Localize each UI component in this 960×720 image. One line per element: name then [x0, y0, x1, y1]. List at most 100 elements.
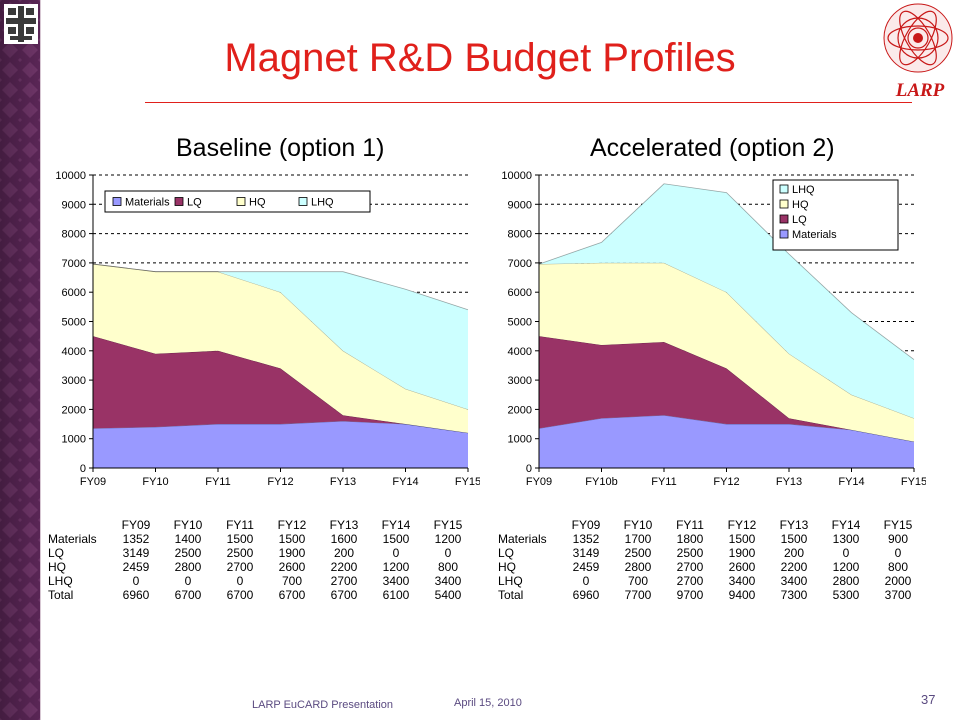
table-cell: 2500 [174, 546, 202, 560]
accelerated-budget-table: FY09 FY10 FY11 FY12 FY13 FY14 FY15 Materials 13… [498, 518, 924, 602]
table-row-label: LHQ [498, 574, 523, 588]
table-row-label: HQ [48, 560, 66, 574]
y-tick-label: 2000 [62, 404, 86, 416]
x-tick-label: FY14 [392, 476, 418, 488]
x-tick-label: FY10 [142, 476, 168, 488]
title-underline [145, 102, 912, 103]
y-tick-label: 1000 [508, 434, 532, 446]
x-tick-label: FY15 [901, 476, 926, 488]
y-tick-label: 3000 [62, 375, 86, 387]
table-cell: 1500 [278, 532, 306, 546]
table-cell: 0 [184, 574, 192, 588]
y-tick-label: 4000 [62, 346, 86, 358]
table-row: LQ 3149 2500 2500 1900 200 0 0 [498, 546, 924, 560]
table-cell: 6700 [330, 588, 358, 602]
table-cell: 2800 [624, 560, 652, 574]
legend-label-hq: HQ [792, 199, 809, 211]
table-cell: 9700 [676, 588, 704, 602]
table-cell: 3149 [122, 546, 150, 560]
table-row: Materials 1352 1400 1500 1500 1600 1500 1200 [48, 532, 474, 546]
legend-label-lq: LQ [187, 197, 202, 209]
area-edge-lhq [92, 263, 469, 311]
table-cell: 1600 [330, 532, 358, 546]
legend-swatch-lhq [779, 184, 789, 194]
decorative-sidebar [0, 0, 40, 720]
legend-label-materials: Materials [792, 229, 837, 241]
table-column-header: FY12 [277, 518, 307, 532]
table-column-header: FY14 [831, 518, 861, 532]
table-column-header: FY13 [779, 518, 809, 532]
area-lhq [539, 183, 914, 419]
table-row-label: LQ [498, 546, 515, 560]
larp-logo: LARP [878, 0, 958, 102]
y-tick-label: 5000 [62, 317, 86, 329]
table-cell: 7700 [624, 588, 652, 602]
table-row-label: LHQ [48, 574, 73, 588]
table-cell: 6700 [226, 588, 254, 602]
table-cell: 200 [783, 546, 805, 560]
table-cell: 2700 [226, 560, 254, 574]
table-corner [498, 518, 560, 532]
legend-swatch-lq [174, 197, 184, 206]
legend-label-lq: LQ [792, 214, 807, 226]
table-cell: 5400 [434, 588, 462, 602]
y-tick-label: 10000 [501, 170, 532, 182]
table-cell: 700 [627, 574, 649, 588]
x-tick-label: FY13 [776, 476, 802, 488]
x-tick-label: FY09 [526, 476, 552, 488]
legend-swatch-materials [779, 229, 789, 239]
table-column-header: FY10 [173, 518, 203, 532]
legend-swatch-lhq [298, 197, 308, 206]
table-cell: 1900 [728, 546, 756, 560]
table-cell: 800 [887, 560, 909, 574]
area-materials [539, 415, 914, 468]
legend-label-lhq: LHQ [311, 197, 334, 209]
legend-box [772, 179, 899, 251]
legend-label-materials: Materials [125, 197, 170, 209]
table-cell: 2000 [884, 574, 912, 588]
table-cell: 2200 [330, 560, 358, 574]
chart-legend: Materials LQ HQ LHQ [104, 190, 371, 213]
table-cell: 0 [392, 546, 400, 560]
table-cell: 0 [444, 546, 452, 560]
table-row: Total 6960 7700 9700 9400 7300 5300 3700 [498, 588, 924, 602]
legend-label-hq: HQ [249, 197, 266, 209]
table-cell: 6700 [278, 588, 306, 602]
table-cell: 700 [281, 574, 303, 588]
x-tick-label: FY11 [651, 476, 676, 488]
x-tick-label: FY09 [80, 476, 106, 488]
table-cell: 3400 [728, 574, 756, 588]
table-row: HQ 2459 2800 2700 2600 2200 1200 800 [498, 560, 924, 574]
table-cell: 6100 [382, 588, 410, 602]
fermilab-logo [4, 4, 38, 44]
x-tick-label: FY14 [838, 476, 864, 488]
footer-date: April 15, 2010 [454, 697, 522, 709]
x-tick-label: FY12 [713, 476, 739, 488]
table-cell: 1500 [382, 532, 410, 546]
table-cell: 2800 [174, 560, 202, 574]
table-cell: 2500 [226, 546, 254, 560]
table-cell: 1500 [728, 532, 756, 546]
area-lq [93, 336, 468, 433]
table-row: LHQ 0 0 0 700 2700 3400 3400 [48, 574, 474, 588]
table-row: HQ 2459 2800 2700 2600 2200 1200 800 [48, 560, 474, 574]
y-tick-label: 5000 [508, 317, 532, 329]
table-cell: 5300 [832, 588, 860, 602]
footer-presentation-name: LARP EuCARD Presentation [252, 699, 394, 711]
chart-title-accelerated: Accelerated (option 2) [590, 134, 835, 162]
table-row-label: Materials [48, 532, 97, 546]
table-cell: 1400 [174, 532, 202, 546]
table-cell: 1500 [780, 532, 808, 546]
table-cell: 9400 [728, 588, 756, 602]
table-cell: 1700 [624, 532, 652, 546]
table-cell: 2600 [278, 560, 306, 574]
table-cell: 3700 [884, 588, 912, 602]
table-cell: 2600 [728, 560, 756, 574]
y-tick-label: 4000 [508, 346, 532, 358]
table-cell: 7300 [780, 588, 808, 602]
accelerated-stacked-area-chart: 0 1000 2000 3000 4000 5000 6000 7000 8000 9000 100… [486, 160, 926, 500]
table-cell: 2800 [832, 574, 860, 588]
x-tick-label: FY15 [455, 476, 480, 488]
table-column-header: FY11 [676, 518, 704, 532]
table-cell: 2700 [676, 574, 704, 588]
